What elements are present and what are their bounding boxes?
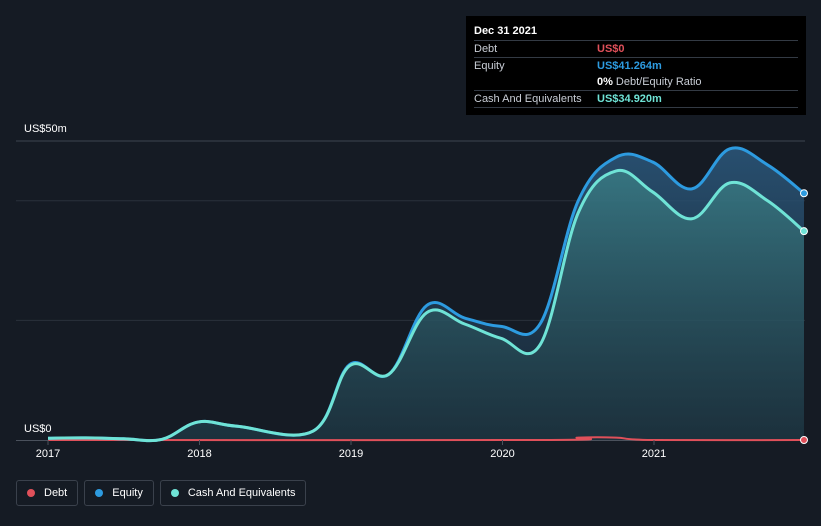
tooltip-equity-row: Equity US$41.264m (474, 57, 798, 74)
chart-areas (48, 147, 804, 441)
cash-area (48, 170, 804, 441)
tooltip-cash-label: Cash And Equivalents (474, 93, 582, 105)
tooltip-cash-row: Cash And Equivalents US$34.920m (474, 90, 798, 107)
x-tick-label: 2017 (36, 448, 60, 460)
legend-cash-toggle[interactable]: Cash And Equivalents (159, 480, 307, 506)
tooltip-cash-value: US$34.920m (597, 93, 662, 105)
x-tick-label: 2020 (490, 448, 514, 460)
legend-debt-label: Debt (44, 487, 68, 499)
tooltip-debt-row: Debt US$0 (474, 40, 798, 57)
tooltip-ratio-value: 0% (597, 76, 613, 88)
chart-lines (47, 146, 805, 443)
legend-cash-label: Cash And Equivalents (187, 487, 296, 499)
cash-end-marker (799, 227, 808, 236)
legend-debt-toggle[interactable]: Debt (16, 480, 79, 506)
chart-legend: Debt Equity Cash And Equivalents (16, 480, 307, 506)
legend-cash-dot-icon (170, 489, 179, 497)
tooltip-ratio-row: 0% Debt/Equity Ratio (474, 74, 798, 90)
data-tooltip: Dec 31 2021 Debt US$0 Equity US$41.264m … (466, 16, 806, 115)
x-tick-label: 2021 (642, 448, 666, 460)
x-tick-label: 2019 (339, 448, 363, 460)
equity-end-marker (799, 189, 808, 198)
chart-end-markers (799, 189, 808, 444)
cash-line (47, 168, 805, 443)
debt-line (47, 436, 804, 442)
debt-end-marker (799, 436, 808, 444)
legend-equity-dot-icon (95, 489, 104, 497)
axis-labels: US$50m US$0 2017 2018 2019 2020 2021 (24, 123, 666, 460)
tooltip-date: Dec 31 2021 (474, 25, 537, 37)
tooltip-equity-value: US$41.264m (597, 60, 662, 72)
legend-equity-toggle[interactable]: Equity (84, 480, 154, 506)
tooltip-ratio-label: Debt/Equity Ratio (615, 76, 702, 88)
y-axis-top-label: US$50m (24, 123, 67, 135)
tooltip-equity-label: Equity (474, 60, 505, 72)
legend-debt-dot-icon (27, 489, 35, 497)
x-tick-label: 2018 (187, 448, 211, 460)
legend-equity-label: Equity (112, 487, 143, 499)
tooltip-debt-value: US$0 (597, 43, 625, 55)
tooltip-debt-label: Debt (474, 43, 498, 55)
y-axis-bottom-label: US$0 (24, 423, 52, 435)
